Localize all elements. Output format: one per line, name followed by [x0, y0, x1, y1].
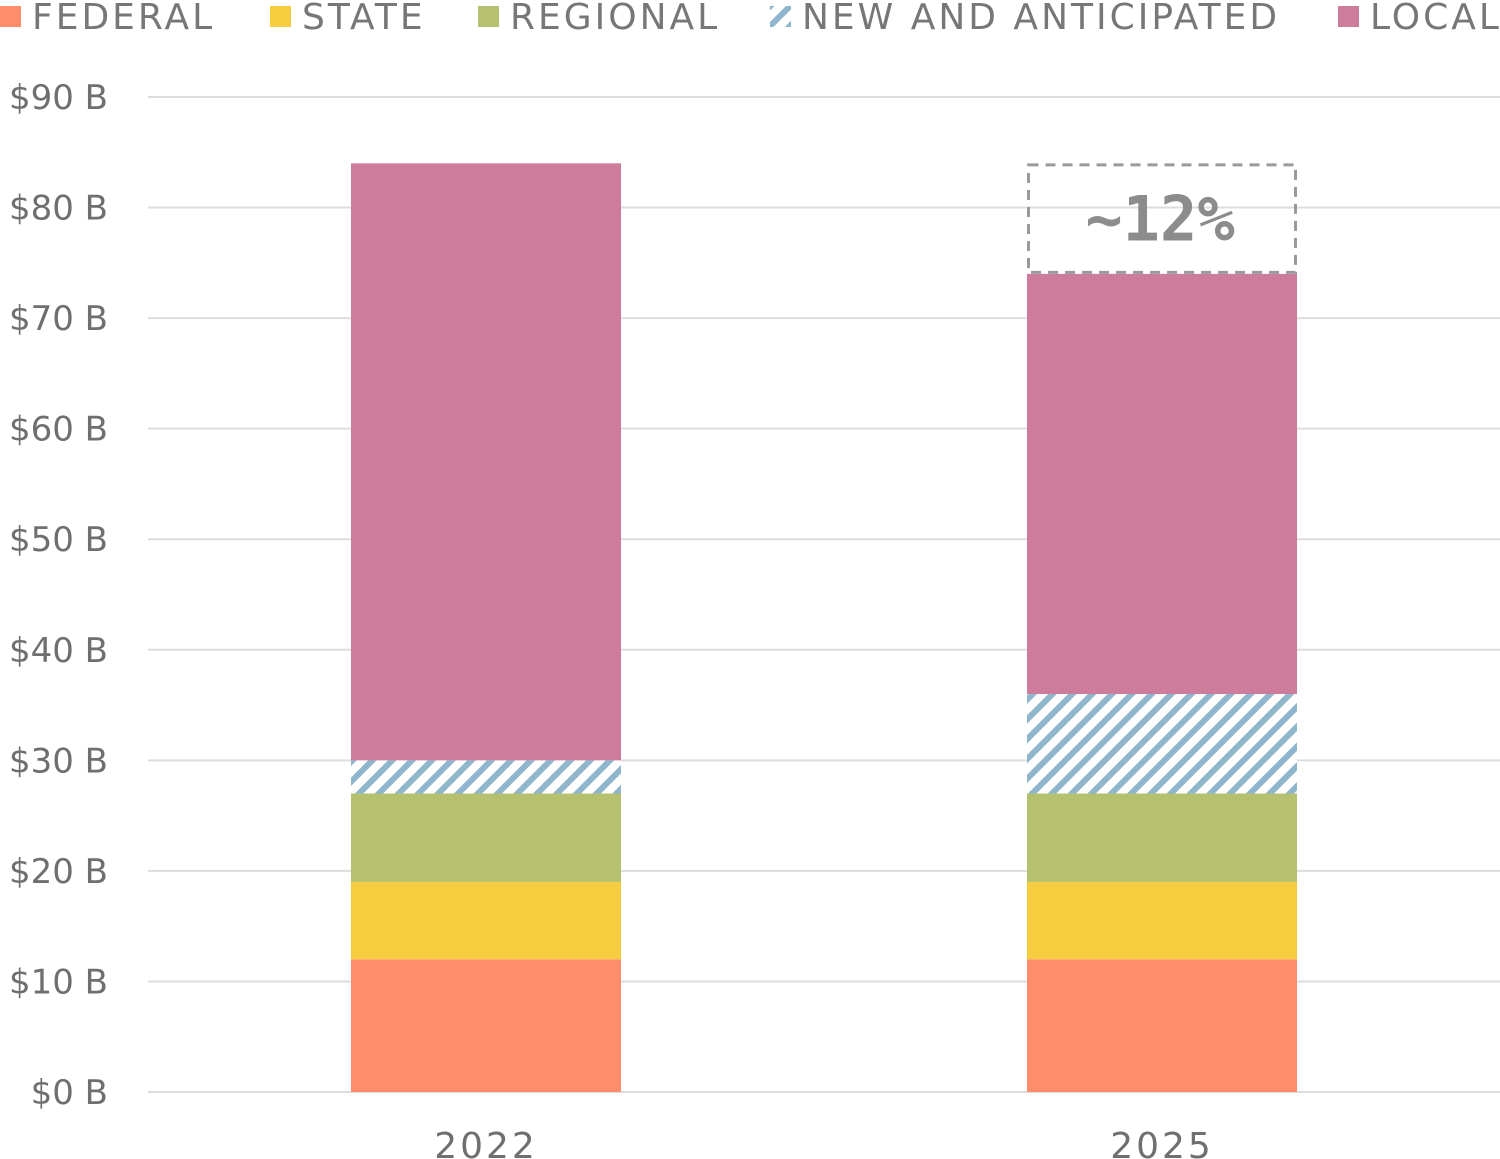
bar-segment-regional-2025: [1027, 793, 1297, 882]
legend-swatch-federal: [0, 6, 21, 27]
x-tick-label: 2025: [1110, 1126, 1214, 1159]
legend-label-new-and-anticipated: NEW AND ANTICIPATED: [802, 0, 1280, 38]
y-tick-label: $10 B: [9, 962, 108, 1002]
bar-segment-state-2022: [351, 881, 621, 960]
bar-segment-local-2025: [1027, 273, 1297, 694]
legend-swatch-state: [270, 6, 291, 27]
y-tick-label: $50 B: [9, 520, 108, 560]
bar-segment-new-and-anticipated-2025: [1027, 694, 1297, 794]
bar-segment-state-2025: [1027, 881, 1297, 960]
y-tick-label: $60 B: [9, 410, 108, 450]
annotations: ~12%: [1027, 163, 1297, 274]
legend-label-local: LOCAL: [1370, 0, 1500, 38]
legend-swatch-new-and-anticipated: [770, 6, 791, 27]
gridlines: [148, 96, 1500, 1093]
y-tick-label: $80 B: [9, 189, 108, 229]
y-tick-label: $70 B: [9, 299, 108, 339]
x-axis: 2022 2025: [434, 1126, 1214, 1159]
y-tick-label: $90 B: [9, 78, 108, 118]
annotation-label: ~12%: [1085, 183, 1234, 256]
legend-label-state: STATE: [302, 0, 426, 38]
bar-segment-federal-2025: [1027, 959, 1297, 1092]
legend-label-federal: FEDERAL: [32, 0, 215, 38]
bar-segment-local-2022: [351, 163, 621, 761]
legend-swatch-regional: [478, 6, 499, 27]
y-tick-label: $20 B: [9, 852, 108, 892]
y-tick-label: $40 B: [9, 631, 108, 671]
bar-segment-new-and-anticipated-2022: [351, 760, 621, 794]
bar-segment-federal-2022: [351, 959, 621, 1092]
bar-segment-regional-2022: [351, 793, 621, 882]
legend-label-regional: REGIONAL: [510, 0, 720, 38]
y-tick-label: $30 B: [9, 741, 108, 781]
legend-swatch-local: [1338, 6, 1359, 27]
bars: [351, 163, 1297, 1092]
y-axis: $0 B $10 B $20 B $30 B $40 B $50 B $60 B $70 B $…: [9, 78, 108, 1113]
y-tick-label: $0 B: [31, 1073, 108, 1113]
legend: FEDERAL STATE REGIONAL NEW AND ANTICIPATED L…: [0, 0, 1500, 38]
x-tick-label: 2022: [434, 1126, 538, 1159]
